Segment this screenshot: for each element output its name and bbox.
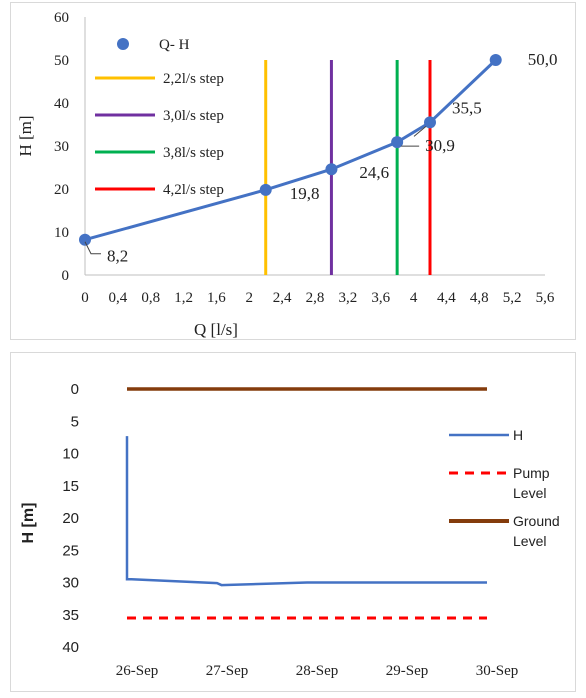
y-tick-label: 0 <box>71 381 79 398</box>
x-tick-label: 3,6 <box>371 290 390 306</box>
y-tick-label: 10 <box>62 446 79 463</box>
x-tick-label: 2 <box>246 290 254 306</box>
legend-label-step: 3,0l/s step <box>163 108 224 124</box>
legend-label-step: 3,8l/s step <box>163 145 224 161</box>
x-tick-label: 2,4 <box>273 290 292 306</box>
y-tick-label: 30 <box>54 139 69 155</box>
y-tick-label: 40 <box>62 639 79 656</box>
y-tick-label: 50 <box>54 53 69 69</box>
qh-chart-panel: 0 10 20 30 40 50 60 0 0,4 0,8 1,2 1,6 2 2,4 2,8 3,2 3,6 4… <box>10 2 576 340</box>
x-axis-title: Q [l/s] <box>194 320 238 339</box>
qh-point <box>424 116 436 129</box>
qh-point <box>391 136 404 149</box>
level-chart-panel: 0 5 10 15 20 25 30 35 40 26-Sep 27-Sep 28-Sep 29-Sep… <box>10 352 576 692</box>
y-tick-label: 0 <box>62 268 70 284</box>
x-tick-label: 29-Sep <box>386 663 429 679</box>
qh-series-line <box>84 58 497 242</box>
x-tick-label: 0,8 <box>141 290 160 306</box>
qh-point <box>489 54 502 66</box>
x-tick-label: 26-Sep <box>116 663 159 679</box>
qh-data-label: 24,6 <box>359 163 389 182</box>
qh-chart: 0 10 20 30 40 50 60 0 0,4 0,8 1,2 1,6 2 2,4 2,8 3,2 3,6 4… <box>16 10 558 339</box>
x-tick-label: 3,2 <box>338 290 357 306</box>
x-tick-label: 28-Sep <box>296 663 339 679</box>
legend-marker-qh <box>117 38 129 50</box>
x-tick-label: 5,6 <box>536 290 555 306</box>
series-line-0 <box>125 436 487 587</box>
y-tick-label: 20 <box>62 510 79 527</box>
x-tick-label: 0,4 <box>108 290 127 306</box>
qh-data-label: 35,5 <box>452 98 482 117</box>
y-axis-title: H [m] <box>20 503 37 544</box>
y-tick-label: 25 <box>62 542 79 559</box>
x-tick-label: 2,8 <box>306 290 325 306</box>
x-tick-label: 4,8 <box>470 290 489 306</box>
qh-point <box>259 183 272 196</box>
qh-data-label: 19,8 <box>290 184 320 203</box>
legend-label-1: Pump Level <box>513 465 550 501</box>
y-tick-label: 35 <box>62 607 79 624</box>
qh-data-label: 30,9 <box>425 136 455 155</box>
qh-data-label: 8,2 <box>107 247 128 266</box>
y-tick-label: 60 <box>54 10 69 26</box>
y-tick-label: 15 <box>62 478 79 495</box>
legend-label-step: 4,2l/s step <box>163 182 224 198</box>
y-tick-label: 20 <box>54 182 69 198</box>
y-tick-label: 30 <box>62 575 79 592</box>
x-tick-label: 30-Sep <box>476 663 519 679</box>
y-tick-label: 40 <box>54 96 69 112</box>
x-tick-label: 4,4 <box>437 290 456 306</box>
legend-label-0: H <box>513 427 523 443</box>
level-chart: 0 5 10 15 20 25 30 35 40 26-Sep 27-Sep 28-Sep 29-Sep… <box>20 381 560 679</box>
x-tick-label: 1,2 <box>174 290 193 306</box>
label-leader <box>413 125 427 137</box>
qh-point <box>325 163 338 176</box>
label-leader <box>84 241 101 255</box>
x-tick-label: 4 <box>410 290 418 306</box>
x-tick-label: 5,2 <box>503 290 522 306</box>
y-axis-title: H [m] <box>16 115 35 156</box>
legend-label-step: 2,2l/s step <box>163 71 224 87</box>
y-tick-label: 10 <box>54 225 69 241</box>
x-tick-label: 27-Sep <box>206 663 249 679</box>
legend-label-qh: Q- H <box>159 37 190 53</box>
qh-point <box>79 233 91 246</box>
x-tick-label: 0 <box>81 290 89 306</box>
qh-data-label: 50,0 <box>528 50 558 69</box>
x-tick-label: 1,6 <box>207 290 226 306</box>
legend-label-2: Ground Level <box>513 513 560 549</box>
y-tick-label: 5 <box>71 413 79 430</box>
